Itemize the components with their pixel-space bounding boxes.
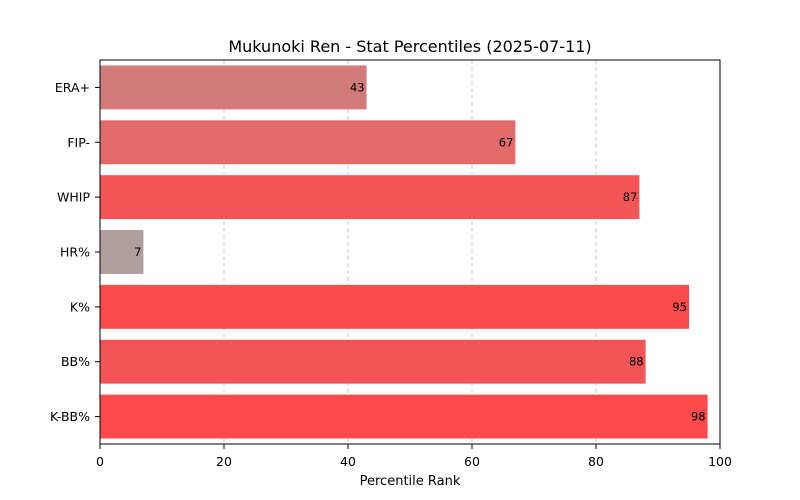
data-label: 43 (350, 80, 365, 94)
bar-fip- (100, 120, 516, 165)
bars (100, 65, 708, 439)
x-axis-ticks: 0 20 40 60 80 100 (96, 444, 732, 469)
x-tick-label: 20 (216, 454, 232, 469)
y-tick-label: K-BB% (50, 409, 90, 424)
grid-lines (223, 60, 597, 444)
y-tick-label: HR% (60, 245, 90, 260)
data-label: 87 (623, 190, 638, 204)
x-tick-label: 80 (588, 454, 604, 469)
data-label: 7 (134, 245, 141, 259)
bar-bb- (100, 339, 646, 384)
y-axis-ticks: ERA+ FIP- WHIP HR% K% BB% K-BB% (50, 80, 100, 424)
data-labels: 43 67 87 7 95 88 98 (134, 80, 706, 423)
y-tick-label: ERA+ (55, 80, 90, 95)
y-tick-label: BB% (61, 354, 90, 369)
data-label: 98 (691, 410, 706, 424)
x-tick-label: 0 (96, 454, 104, 469)
data-label: 88 (629, 355, 644, 369)
bar-hr- (100, 230, 144, 274)
bar-whip (100, 175, 640, 220)
data-label: 95 (672, 300, 687, 314)
x-tick-label: 100 (708, 454, 732, 469)
y-tick-label: FIP- (67, 135, 90, 150)
y-tick-label: K% (70, 299, 90, 314)
x-tick-label: 40 (340, 454, 356, 469)
bar-k- (100, 284, 689, 329)
y-tick-label: WHIP (57, 190, 90, 205)
bar-era- (100, 65, 367, 110)
plot-frame (99, 59, 721, 445)
data-label: 67 (499, 135, 514, 149)
x-axis-label: Percentile Rank (360, 474, 461, 489)
x-tick-label: 60 (464, 454, 480, 469)
chart-title: Mukunoki Ren - Stat Percentiles (2025-07… (228, 37, 591, 56)
bar-k-bb- (100, 394, 708, 439)
